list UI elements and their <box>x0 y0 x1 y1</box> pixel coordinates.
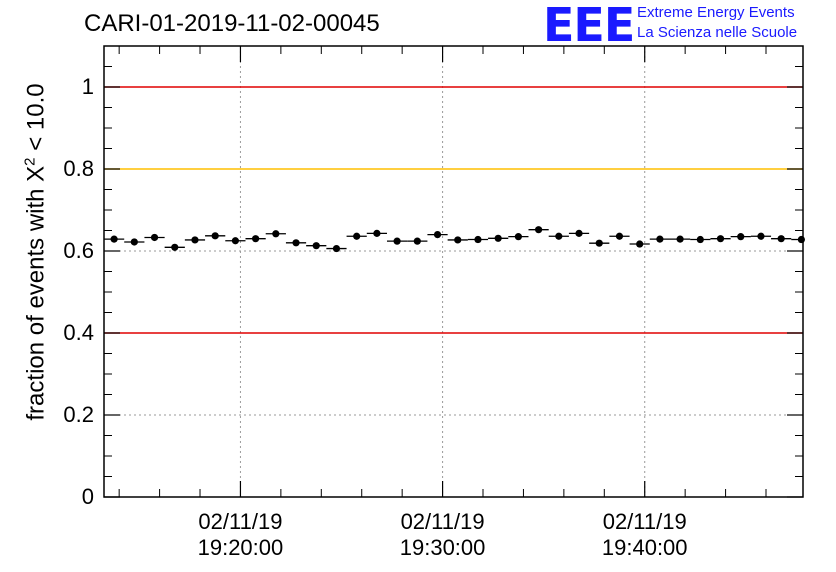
point-marker <box>676 235 684 243</box>
reference-lines <box>104 86 803 334</box>
point-marker <box>110 235 118 243</box>
x-tick-label: 02/11/19 19:40:00 <box>575 509 715 561</box>
data-point <box>144 233 165 242</box>
y-axis-label-prefix: fraction of events with <box>22 181 50 421</box>
data-point <box>771 235 792 243</box>
point-marker <box>757 232 765 240</box>
y-tick-label: 0.6 <box>63 238 94 263</box>
data-point <box>710 235 731 243</box>
x-tick-time: 19:30:00 <box>399 535 486 560</box>
point-marker <box>393 237 401 245</box>
data-point <box>508 233 529 241</box>
point-marker <box>332 244 341 253</box>
grid-lines <box>104 46 803 497</box>
data-point <box>690 235 711 244</box>
y-tick-label: 0 <box>81 484 94 509</box>
x-tick-label: 02/11/19 19:30:00 <box>373 509 513 561</box>
point-marker <box>696 235 704 244</box>
data-point <box>669 235 691 243</box>
point-marker <box>474 235 482 244</box>
data-point <box>124 238 145 246</box>
data-point <box>407 237 428 245</box>
data-point <box>265 230 286 238</box>
data-point <box>447 236 468 244</box>
data-point <box>104 235 125 243</box>
point-marker <box>777 235 785 243</box>
point-marker <box>150 233 159 242</box>
point-marker <box>636 240 644 248</box>
data-point <box>488 234 509 242</box>
point-marker <box>656 235 664 243</box>
eee-logo: EEE <box>543 0 635 52</box>
data-point <box>346 232 367 240</box>
point-marker <box>211 232 219 240</box>
x-tick-date: 02/11/19 <box>602 509 687 534</box>
data-point <box>306 242 327 250</box>
point-marker <box>737 233 745 241</box>
data-point <box>427 231 448 239</box>
point-marker <box>615 232 624 240</box>
point-marker <box>191 236 199 244</box>
point-marker <box>716 235 725 243</box>
data-point <box>245 235 266 243</box>
logo-subtitle-1: Extreme Energy Events <box>637 4 795 21</box>
data-point <box>386 237 408 245</box>
x-tick-date: 02/11/19 <box>400 509 485 534</box>
x-tick-time: 19:40:00 <box>601 535 688 560</box>
y-axis-label-exponent: 2 <box>21 157 39 166</box>
data-point <box>589 239 610 247</box>
point-marker <box>797 235 805 244</box>
point-marker <box>454 236 462 244</box>
point-marker <box>353 232 361 240</box>
point-marker <box>373 229 381 237</box>
data-point <box>750 232 772 240</box>
y-tick-label: 0.4 <box>63 320 94 345</box>
point-marker <box>575 229 583 237</box>
x-tick-date: 02/11/19 <box>198 509 283 534</box>
data-point <box>285 239 307 247</box>
data-point <box>467 235 489 244</box>
point-marker <box>494 234 502 242</box>
x-tick-time: 19:20:00 <box>197 535 284 560</box>
data-point <box>629 240 650 248</box>
data-point <box>528 226 549 234</box>
logo-subtitle-2: La Scienza nelle Scuole <box>637 24 798 41</box>
point-marker <box>413 237 421 245</box>
data-point <box>568 229 590 237</box>
point-marker <box>312 242 320 250</box>
point-marker <box>130 238 138 246</box>
data-point <box>326 244 347 253</box>
y-axis-label-symbol: X <box>22 165 50 182</box>
data-point <box>184 236 206 244</box>
y-tick-label: 0.8 <box>63 156 94 181</box>
data-point <box>548 232 569 240</box>
y-tick-label: 1 <box>81 74 94 99</box>
y-axis-label-suffix: < 10.0 <box>22 83 50 158</box>
point-marker <box>292 239 300 247</box>
point-marker <box>231 237 239 245</box>
data-point <box>164 243 185 251</box>
data-point <box>366 229 387 237</box>
plot-frame <box>103 45 804 498</box>
y-tick-label: 0.2 <box>63 402 94 427</box>
data-points <box>104 226 805 253</box>
point-marker <box>514 233 522 241</box>
point-marker <box>252 235 260 243</box>
point-marker <box>171 243 179 251</box>
data-point <box>225 237 246 245</box>
data-point <box>649 235 670 243</box>
y-axis-label: fraction of events with X2 < 10.0 <box>22 42 51 462</box>
axis-ticks <box>104 46 803 498</box>
data-point <box>205 232 226 240</box>
point-marker <box>595 239 603 247</box>
chart-title: CARI-01-2019-11-02-00045 <box>84 10 380 37</box>
point-marker <box>433 231 442 239</box>
point-marker <box>555 232 563 240</box>
data-point <box>730 233 751 241</box>
point-marker <box>272 230 280 238</box>
data-point <box>609 232 630 240</box>
point-marker <box>535 226 543 234</box>
x-tick-label: 02/11/19 19:20:00 <box>170 509 310 561</box>
